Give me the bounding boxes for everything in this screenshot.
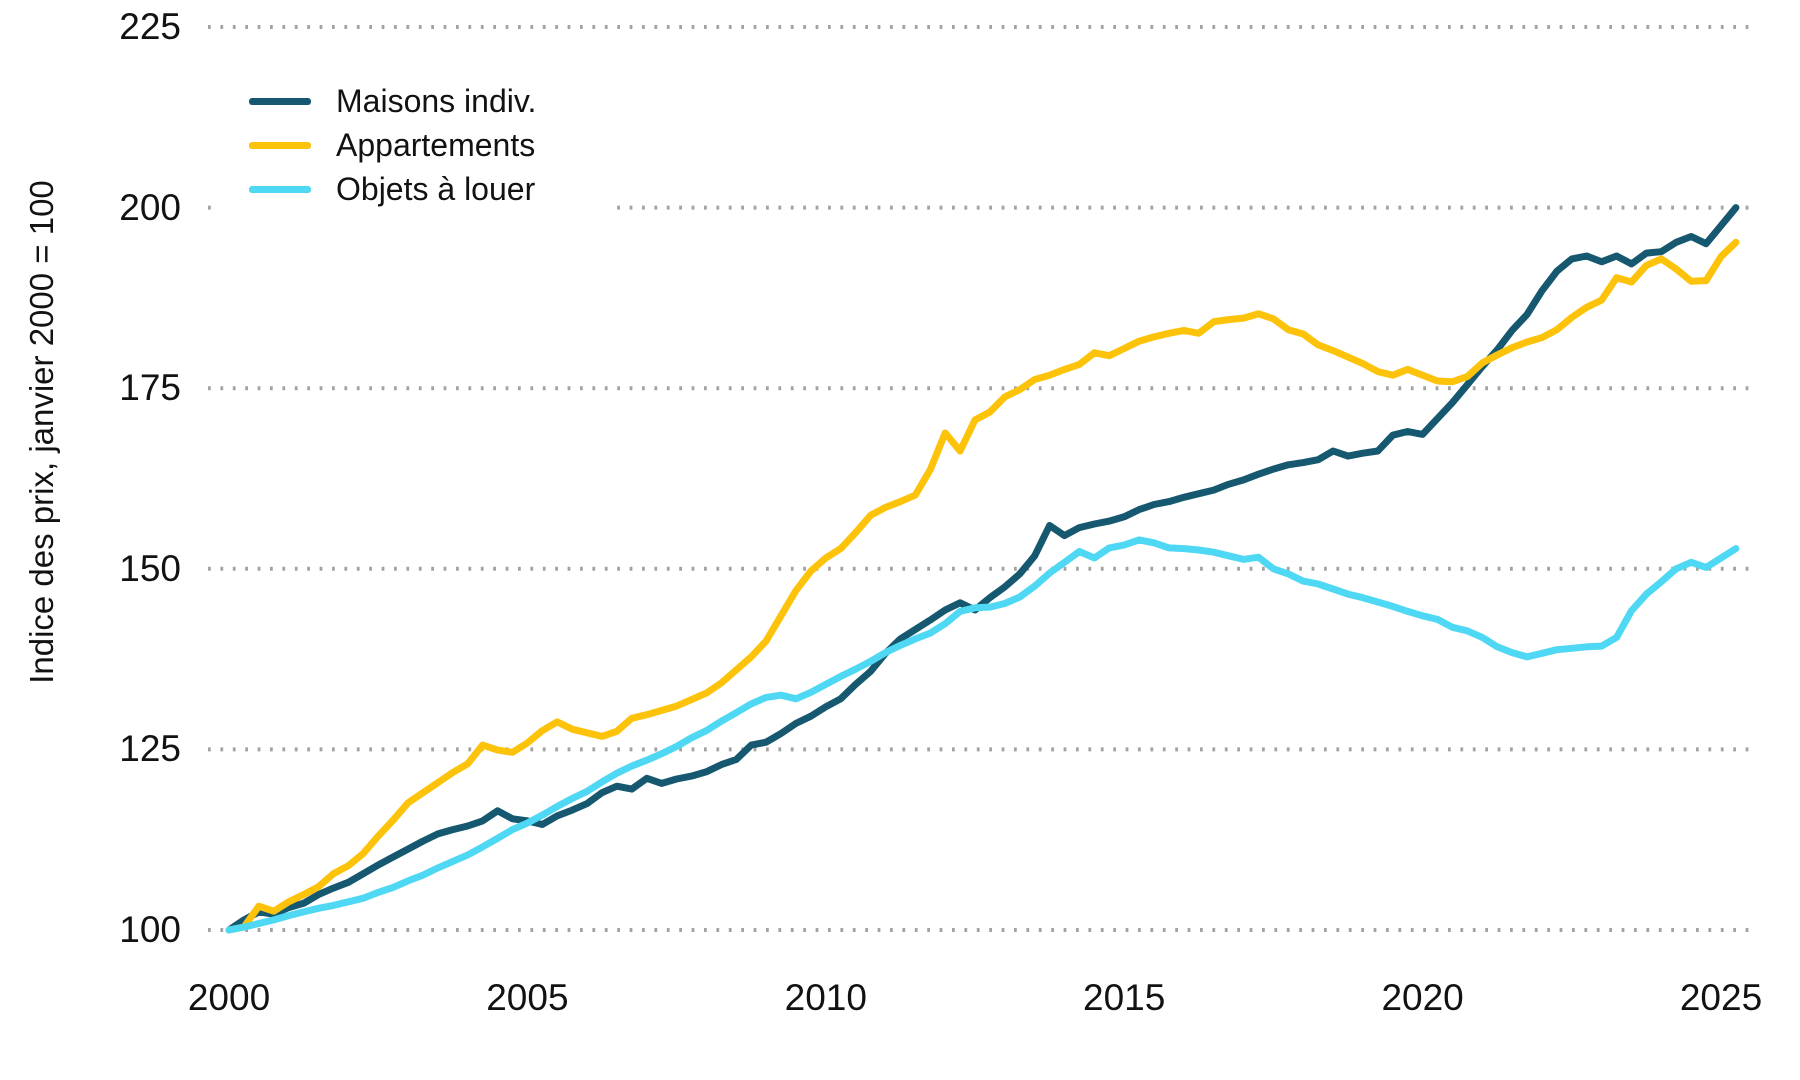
legend-swatch-icon: [249, 185, 311, 193]
y-tick-label-175: 175: [119, 367, 181, 409]
legend-label: Appartements: [336, 126, 536, 163]
x-tick-label-2005: 2005: [486, 977, 569, 1018]
series-line-appartements: [225, 238, 1740, 934]
x-tick-label-2015: 2015: [1083, 977, 1166, 1018]
series-line-maisons-indiv: [225, 204, 1740, 934]
legend-item-objets-louer: Objets à louer: [215, 167, 615, 211]
x-tick-label-2010: 2010: [784, 977, 867, 1018]
y-tick-label-100: 100: [119, 909, 181, 950]
y-tick-label-125: 125: [119, 728, 181, 770]
y-tick-label-225: 225: [119, 6, 181, 47]
y-axis-title: Indice des prix, janvier 2000 = 100: [23, 180, 60, 684]
y-tick-label-150: 150: [119, 547, 181, 589]
legend-swatch-icon: [249, 141, 311, 149]
legend-label: Maisons indiv.: [336, 82, 537, 119]
y-tick-label-200: 200: [119, 186, 181, 228]
x-tick-label-2020: 2020: [1381, 977, 1464, 1018]
legend-item-appartements: Appartements: [215, 123, 615, 167]
legend-label: Objets à louer: [336, 170, 536, 207]
legend-swatch-icon: [249, 97, 311, 105]
legend-item-maisons-indiv: Maisons indiv.: [215, 79, 615, 123]
x-tick-label-2000: 2000: [187, 977, 271, 1018]
series-line-objets-louer: [225, 536, 1740, 934]
chart-legend: Maisons indiv. Appartements Objets à louer: [215, 79, 615, 217]
x-tick-label-2025: 2025: [1679, 977, 1763, 1018]
